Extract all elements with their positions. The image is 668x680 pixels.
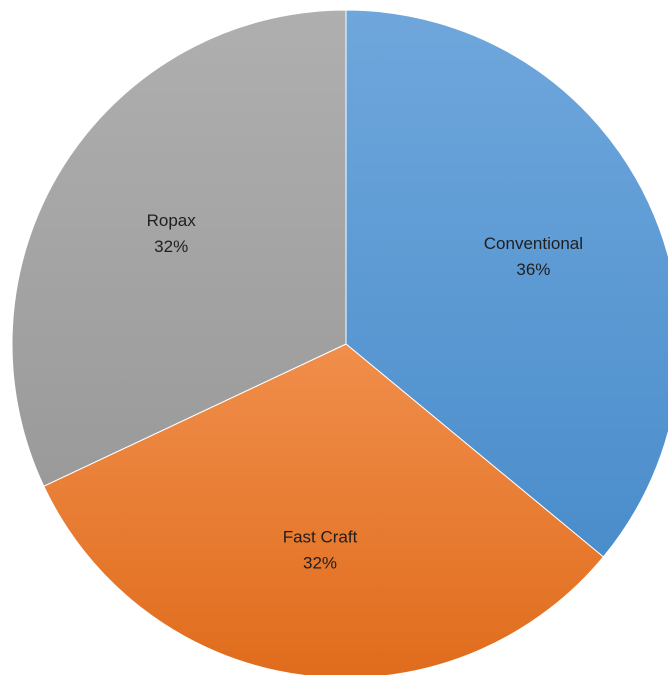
pie-label-conventional: Conventional 36% (484, 234, 583, 279)
pie-label-percent: 32% (154, 237, 188, 256)
pie-label-category: Ropax (147, 211, 197, 230)
pie-label-category: Fast Craft (283, 527, 358, 546)
pie-slice-ropax (11, 9, 347, 487)
pie-slice-conventional (345, 9, 668, 558)
pie-label-percent: 36% (516, 260, 550, 279)
pie-slices (11, 9, 668, 679)
pie-label-ropax: Ropax 32% (147, 211, 197, 256)
pie-labels: Conventional 36% Fast Craft 32% Ropax 32% (147, 211, 583, 572)
pie-label-percent: 32% (303, 553, 337, 572)
pie-label-category: Conventional (484, 234, 583, 253)
pie-label-fast-craft: Fast Craft 32% (283, 527, 358, 572)
